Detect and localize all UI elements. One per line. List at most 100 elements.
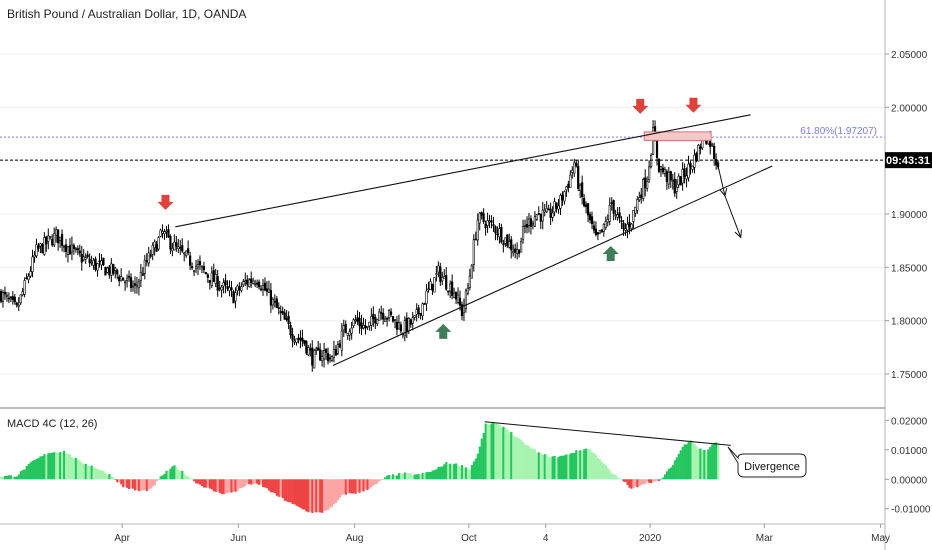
- candle: [334, 345, 338, 356]
- macd-bar: [191, 478, 194, 480]
- macd-bar: [362, 479, 365, 492]
- macd-bar: [33, 460, 36, 480]
- macd-bar: [602, 463, 605, 480]
- macd-bar: [512, 435, 515, 480]
- macd-bar: [533, 449, 537, 480]
- candle: [411, 311, 414, 331]
- macd-bar: [525, 445, 529, 480]
- macd-bar: [350, 479, 353, 494]
- macd-bar: [630, 479, 633, 489]
- price-axis[interactable]: 2.050002.000001.950001.900001.850001.800…: [885, 50, 928, 381]
- candle: [665, 169, 668, 190]
- macd-bar: [173, 465, 176, 480]
- candle: [500, 223, 503, 244]
- macd-bar: [717, 443, 720, 480]
- time-axis-label: Oct: [461, 533, 477, 544]
- buy-arrow-icon[interactable]: [602, 246, 619, 261]
- macd-bar: [112, 477, 115, 480]
- macd-bar: [685, 444, 688, 480]
- candle: [441, 271, 444, 286]
- candle: [415, 303, 418, 322]
- macd-bar: [354, 479, 357, 494]
- macd-bar: [220, 479, 223, 494]
- macd-bar: [234, 479, 237, 492]
- macd-bar: [311, 479, 314, 513]
- candle: [393, 319, 397, 329]
- macd-bar: [169, 468, 172, 480]
- candle: [120, 268, 123, 282]
- candle: [94, 256, 97, 272]
- macd-bar: [202, 479, 206, 488]
- sell-arrow-icon[interactable]: [157, 194, 174, 210]
- macd-bar: [262, 479, 265, 488]
- candle: [545, 201, 548, 214]
- macd-bar: [626, 479, 629, 485]
- macd-bar: [524, 444, 527, 480]
- candle: [642, 177, 645, 202]
- macd-bar: [484, 423, 487, 480]
- macd-bar: [116, 479, 119, 483]
- macd-bar: [699, 448, 702, 480]
- candle: [133, 276, 137, 294]
- buy-arrow-icon[interactable]: [435, 323, 452, 339]
- resistance-box[interactable]: [643, 131, 712, 141]
- upper-resistance-line[interactable]: [175, 114, 751, 228]
- candle: [165, 225, 168, 239]
- candle: [549, 202, 552, 226]
- candle: [242, 279, 245, 288]
- macd-axis[interactable]: 0.02000 0.01000 0.00000 -0.01000: [885, 416, 931, 516]
- candle: [187, 240, 190, 256]
- candle: [208, 280, 211, 290]
- candle: [391, 316, 395, 323]
- sell-arrow-icon[interactable]: [685, 97, 702, 113]
- macd-bar: [344, 479, 347, 495]
- candle: [470, 263, 473, 279]
- macd-bar: [252, 479, 255, 485]
- macd-bar: [640, 479, 643, 485]
- lower-support-line[interactable]: [332, 165, 773, 366]
- candle: [559, 193, 562, 216]
- macd-bar: [299, 479, 302, 508]
- candle: [185, 250, 188, 258]
- candle: [648, 160, 651, 183]
- macd-bar: [616, 477, 619, 480]
- macd-bar: [608, 470, 611, 480]
- macd-bar: [693, 444, 696, 480]
- macd-bar: [313, 479, 316, 512]
- projection-path[interactable]: [716, 161, 742, 238]
- price-panel: 61.80%(1.97207): [0, 53, 885, 375]
- macd-bar: [86, 465, 89, 480]
- macd-bar: [360, 479, 363, 491]
- macd-bar: [41, 456, 44, 480]
- candle: [364, 319, 367, 335]
- sell-arrow-icon[interactable]: [632, 98, 649, 114]
- time-axis-label: 2020: [639, 533, 662, 544]
- macd-bar: [17, 474, 20, 480]
- candle: [439, 262, 442, 287]
- candle: [502, 239, 505, 253]
- macd-bar: [431, 470, 434, 480]
- macd-divergence-line[interactable]: [484, 421, 731, 446]
- macd-bar: [596, 457, 600, 480]
- candle: [293, 335, 296, 346]
- macd-bar: [11, 476, 14, 480]
- macd-bar: [671, 465, 674, 480]
- chart-title: British Pound / Australian Dollar, 1D, O…: [7, 7, 246, 21]
- candle: [431, 283, 434, 296]
- divergence-callout[interactable]: Divergence: [727, 446, 807, 478]
- macd-bar: [346, 479, 349, 493]
- candle: [551, 206, 554, 222]
- macd-bar: [70, 457, 74, 480]
- macd-bar: [591, 452, 594, 480]
- candle: [405, 312, 408, 339]
- candle: [496, 226, 499, 241]
- candle: [417, 304, 420, 319]
- macd-bar: [502, 426, 505, 480]
- macd-axis-label: -0.01000: [891, 505, 931, 516]
- macd-bar: [659, 478, 663, 480]
- time-axis[interactable]: Apr Jun Aug Oct 4 2020 Mar May: [114, 524, 890, 544]
- price-axis-label: 1.75000: [891, 370, 928, 381]
- candle: [53, 227, 56, 247]
- macd-bar: [413, 474, 416, 480]
